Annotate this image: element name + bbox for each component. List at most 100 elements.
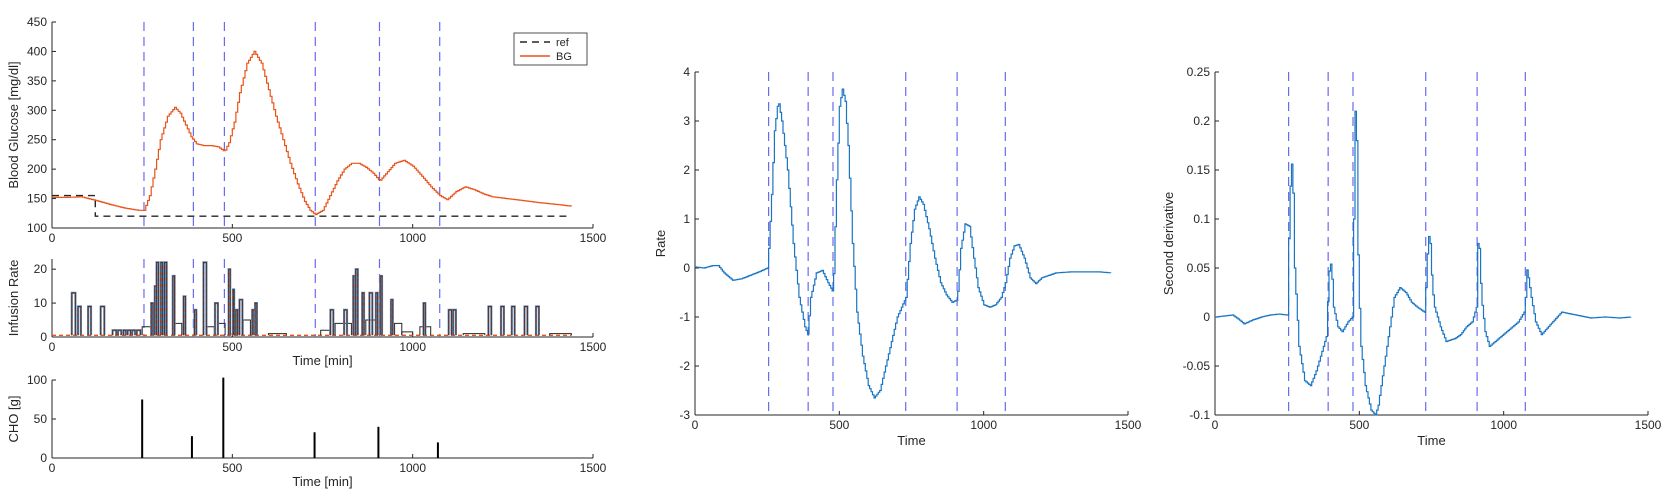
- infusion-pulse-edge: [71, 292, 76, 336]
- infusion-block: [401, 331, 414, 336]
- cho-axes: 0 500 1000 1500 0 50 100 Time [min] CHO [g]: [6, 373, 607, 489]
- y-tick-label: 2: [683, 163, 690, 177]
- legend: ref BG: [513, 32, 588, 66]
- infusion-pulse-edge: [156, 262, 159, 336]
- infusion-pulse-edge: [127, 329, 131, 336]
- infusion-pulse-edge: [131, 329, 136, 336]
- x-tick-label: 0: [49, 340, 56, 354]
- x-tick-label: 500: [222, 340, 242, 354]
- infusion-pulse-edge: [203, 262, 207, 336]
- infusion-pulse-edge: [379, 275, 383, 336]
- y-axis-label: Second derivative: [1161, 192, 1176, 295]
- y-tick-label: 400: [27, 44, 47, 58]
- y-tick-label: 450: [27, 15, 47, 29]
- bg-series-line: [52, 50, 573, 216]
- x-tick-label: 500: [829, 418, 849, 432]
- infusion-pulse-edge: [232, 289, 235, 336]
- infusion-pulse-edge: [183, 295, 186, 336]
- y-axis-label: Blood Glucose [mg/dl]: [6, 61, 21, 188]
- infusion-pulse-edge: [452, 309, 457, 336]
- infusion-axes: 0 500 1000 1500 0 10 20 Time [min] Infusion Rate: [6, 259, 607, 368]
- infusion-block: [462, 333, 486, 336]
- y-tick-label: 0: [683, 261, 690, 275]
- y-tick-label: -3: [679, 408, 690, 422]
- infusion-pulse-edge: [375, 292, 379, 336]
- x-tick-label: 1000: [399, 340, 426, 354]
- infusion-pulse-edge: [330, 309, 334, 336]
- x-axis-label: Time [min]: [292, 353, 352, 368]
- x-tick-label: 0: [692, 418, 699, 432]
- infusion-pulse-edge: [136, 329, 141, 336]
- x-tick-label: 0: [1212, 418, 1219, 432]
- infusion-pulse-edge: [500, 306, 505, 336]
- x-tick-label: 1500: [1115, 418, 1142, 432]
- infusion-pulse-edge: [100, 306, 105, 336]
- infusion-pulse-edge: [164, 262, 168, 336]
- y-tick-label: 0.05: [1187, 261, 1211, 275]
- y-tick-label: -0.1: [1189, 408, 1210, 422]
- x-tick-label: 1500: [580, 461, 607, 475]
- infusion-pulse-edge: [117, 329, 122, 336]
- ref-series-line: [52, 194, 572, 217]
- infusion-pulse-edge: [239, 299, 243, 336]
- second-axes: 0 500 1000 1500 -0.1 -0.05 0 0.05 0.1 0.15 0.2 0.25…: [1161, 65, 1662, 448]
- infusion-pulse-edge: [228, 268, 231, 336]
- infusion-pulse-edge: [511, 306, 516, 336]
- x-tick-label: 500: [222, 231, 242, 245]
- y-axis-label: CHO [g]: [6, 396, 21, 443]
- infusion-pulse-edge: [214, 302, 219, 336]
- y-tick-label: 0.25: [1187, 65, 1211, 79]
- x-tick-label: 0: [49, 231, 56, 245]
- y-tick-label: 100: [27, 373, 47, 387]
- infusion-pulse-edge: [488, 306, 492, 336]
- infusion-pulse-edge: [343, 309, 348, 336]
- x-axis-label: Time [min]: [292, 474, 352, 489]
- x-tick-label: 1000: [1490, 418, 1517, 432]
- bg-axes: 0 500 1000 1500 100 150 200 250 300 350 400 450 Bloo…: [6, 15, 607, 245]
- infusion-pulse-edge: [87, 306, 92, 336]
- x-tick-label: 500: [1349, 418, 1369, 432]
- infusion-pulse-edge: [390, 299, 394, 336]
- x-tick-label: 1000: [970, 418, 997, 432]
- x-tick-label: 0: [49, 461, 56, 475]
- y-axis-label: Rate: [653, 230, 668, 257]
- infusion-pulse-edge: [194, 309, 197, 336]
- x-tick-label: 1500: [1635, 418, 1662, 432]
- infusion-block: [242, 319, 251, 336]
- y-tick-label: 3: [683, 114, 690, 128]
- infusion-block: [549, 333, 572, 336]
- y-tick-label: 1: [683, 212, 690, 226]
- infusion-pulse-edge: [355, 268, 359, 336]
- infusion-pulse-edge: [361, 292, 365, 336]
- x-tick-label: 1500: [580, 340, 607, 354]
- y-tick-label: 0: [1203, 310, 1210, 324]
- legend-label-bg: BG: [556, 51, 572, 63]
- legend-box: [513, 32, 588, 66]
- y-tick-label: 350: [27, 74, 47, 88]
- y-tick-label: 10: [34, 296, 48, 310]
- x-tick-label: 1500: [580, 231, 607, 245]
- second-derivative-line: [1215, 110, 1632, 416]
- infusion-block: [320, 329, 331, 336]
- y-tick-label: 100: [27, 221, 47, 235]
- legend-label-ref: ref: [556, 37, 570, 49]
- y-tick-label: 0: [40, 451, 47, 465]
- y-tick-label: 0.2: [1193, 114, 1210, 128]
- infusion-pulse-edge: [123, 329, 127, 336]
- y-tick-label: 250: [27, 133, 47, 147]
- x-axis-label: Time: [1417, 433, 1445, 448]
- rate-series-line: [695, 88, 1112, 399]
- infusion-pulse-edge: [172, 275, 175, 336]
- x-tick-label: 1000: [399, 231, 426, 245]
- infusion-pulse-edge: [535, 306, 540, 336]
- infusion-pulse-edge: [77, 306, 82, 336]
- y-tick-label: 0: [40, 330, 47, 344]
- infusion-pulse-edge: [369, 292, 373, 336]
- y-tick-label: 200: [27, 162, 47, 176]
- x-tick-label: 500: [222, 461, 242, 475]
- y-tick-label: 50: [34, 412, 48, 426]
- infusion-block: [394, 322, 403, 336]
- y-tick-label: -0.05: [1183, 359, 1211, 373]
- y-tick-label: 0.15: [1187, 163, 1211, 177]
